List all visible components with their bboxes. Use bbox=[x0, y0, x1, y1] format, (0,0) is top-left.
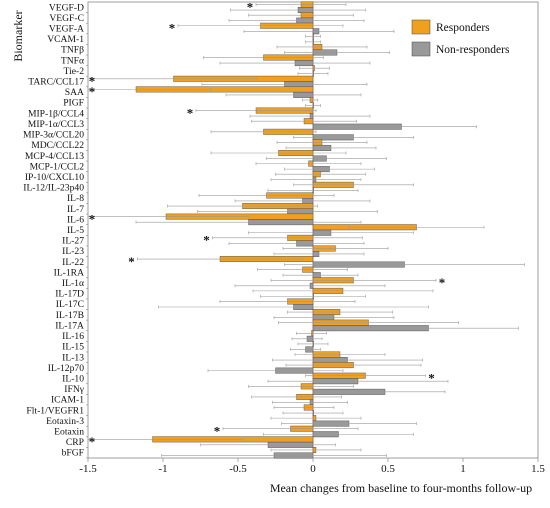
y-tick-label: IL-12/IL-23p40 bbox=[23, 183, 84, 194]
significance-star: * bbox=[89, 74, 96, 89]
y-tick-label: bFGF bbox=[62, 448, 84, 459]
y-tick-label: IL-23 bbox=[62, 246, 84, 257]
y-tick-label: VEGF-D bbox=[49, 2, 84, 13]
y-tick-label: IL-17A bbox=[55, 320, 84, 331]
x-tick-label: -1 bbox=[158, 463, 167, 475]
y-tick-label: IL-17B bbox=[56, 310, 84, 321]
y-tick-label: Tie-2 bbox=[64, 66, 85, 77]
significance-star: * bbox=[247, 0, 254, 14]
y-tick-label: MIP-1β/CCL4 bbox=[28, 108, 84, 119]
y-tick-label: MCP-1/CCL2 bbox=[30, 161, 85, 172]
y-tick-label: IL-1α bbox=[62, 278, 84, 289]
x-tick-label: 0 bbox=[310, 463, 316, 475]
y-tick-label: IL-17D bbox=[55, 289, 84, 300]
y-tick-label: IL-5 bbox=[67, 225, 84, 236]
significance-star: * bbox=[203, 233, 210, 248]
legend-label-responders: Responders bbox=[436, 22, 490, 34]
y-tick-label: IL-16 bbox=[62, 331, 84, 342]
y-tick-label: TARC/CCL17 bbox=[28, 77, 84, 88]
x-tick-label: -1.5 bbox=[79, 463, 97, 475]
y-tick-label: Eotaxin bbox=[54, 426, 84, 437]
y-tick-label: MIP-3α/CCL20 bbox=[23, 130, 84, 141]
y-axis-label: Biomarker bbox=[11, 10, 25, 61]
y-tick-label: Eotaxin-3 bbox=[46, 416, 84, 427]
y-tick-label: IL-15 bbox=[62, 342, 84, 353]
y-tick-label: TNFα bbox=[61, 55, 84, 66]
x-tick-label: 1.5 bbox=[531, 463, 545, 475]
y-tick-label: IL-10 bbox=[62, 373, 84, 384]
y-tick-label: SAA bbox=[65, 87, 84, 98]
legend-swatch-nonresponders bbox=[411, 41, 431, 57]
x-axis-label: Mean changes from baseline to four-month… bbox=[270, 481, 532, 495]
significance-star: * bbox=[89, 434, 96, 449]
significance-star: * bbox=[89, 211, 96, 226]
legend-label-nonresponders: Non-responders bbox=[436, 44, 510, 56]
y-tick-label: IL-17C bbox=[56, 299, 84, 310]
y-tick-label: IP-10/CXCL10 bbox=[25, 172, 84, 183]
y-tick-label: IL-8 bbox=[67, 193, 84, 204]
y-tick-label: IFNγ bbox=[64, 384, 84, 395]
y-tick-label: IL-27 bbox=[62, 236, 84, 247]
y-tick-label: MCP-4/CCL13 bbox=[25, 151, 84, 162]
x-tick-label: -0.5 bbox=[229, 463, 247, 475]
x-tick-label: 0.5 bbox=[381, 463, 395, 475]
y-tick-label: IL-13 bbox=[62, 352, 84, 363]
y-tick-label: VCAM-1 bbox=[47, 34, 84, 45]
y-tick-label: TNFβ bbox=[61, 45, 84, 56]
legend-swatch-responders bbox=[411, 19, 431, 35]
y-tick-label: MDC/CCL22 bbox=[31, 140, 84, 151]
y-tick-label: VEGF-A bbox=[49, 24, 84, 35]
y-tick-label: ICAM-1 bbox=[51, 395, 84, 406]
y-tick-label: IL-22 bbox=[62, 257, 84, 268]
significance-star: * bbox=[89, 84, 96, 99]
y-tick-label: IL-12p70 bbox=[48, 363, 84, 374]
y-tick-label: IL-7 bbox=[67, 204, 84, 215]
y-tick-label: MIP-1α/CCL3 bbox=[28, 119, 84, 130]
significance-star: * bbox=[439, 275, 446, 290]
y-tick-label: CRP bbox=[66, 437, 84, 448]
significance-star: * bbox=[187, 105, 194, 120]
significance-star: * bbox=[428, 370, 435, 385]
x-tick-label: 1 bbox=[460, 463, 466, 475]
significance-star: * bbox=[214, 423, 221, 438]
y-tick-label: PIGF bbox=[63, 98, 84, 109]
significance-star: * bbox=[128, 254, 135, 269]
y-tick-label: VEGF-C bbox=[49, 13, 84, 24]
y-tick-label: IL-6 bbox=[67, 214, 84, 225]
significance-star: * bbox=[169, 21, 176, 36]
y-tick-label: IL-1RA bbox=[54, 267, 84, 278]
y-tick-label: Flt-1/VEGFR1 bbox=[26, 405, 84, 416]
